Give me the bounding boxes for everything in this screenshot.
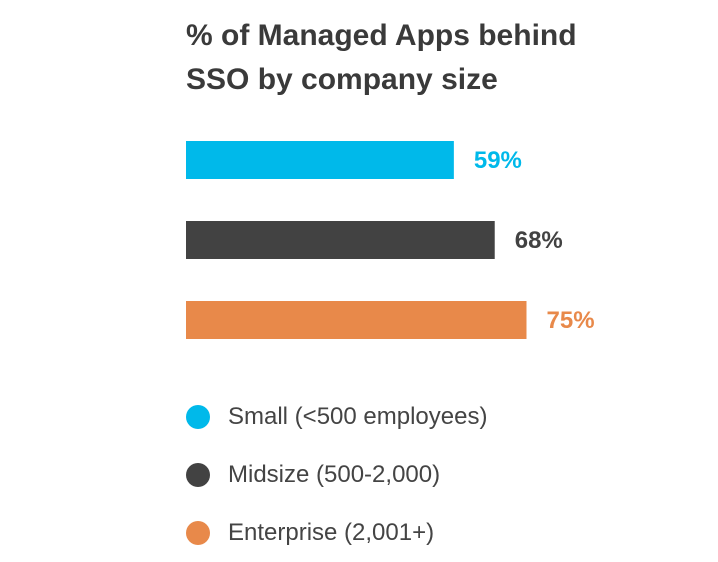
chart-legend: Small (<500 employees) Midsize (500-2,00…: [186, 388, 487, 562]
legend-swatch-midsize: [186, 463, 210, 487]
legend-label-enterprise: Enterprise (2,001+): [228, 519, 435, 546]
chart-title-line-1: % of Managed Apps behind: [186, 19, 577, 52]
value-label-small: 59%: [474, 147, 522, 174]
legend-swatch-enterprise: [186, 521, 210, 545]
bar-small: [186, 141, 454, 179]
legend-item-enterprise: Enterprise (2,001+): [186, 504, 487, 562]
bar-midsize: [186, 221, 495, 259]
chart-title-line-2: SSO by company size: [186, 63, 498, 96]
legend-swatch-small: [186, 405, 210, 429]
legend-item-small: Small (<500 employees): [186, 388, 487, 446]
bar-enterprise: [186, 301, 527, 339]
legend-item-midsize: Midsize (500-2,000): [186, 446, 487, 504]
legend-label-small: Small (<500 employees): [228, 403, 488, 430]
chart-title: % of Managed Apps behind SSO by company …: [186, 14, 706, 102]
value-label-enterprise: 75%: [547, 307, 595, 334]
legend-label-midsize: Midsize (500-2,000): [228, 461, 441, 488]
bar-chart: 59% 68% 75%: [186, 141, 595, 339]
value-label-midsize: 68%: [515, 227, 563, 254]
